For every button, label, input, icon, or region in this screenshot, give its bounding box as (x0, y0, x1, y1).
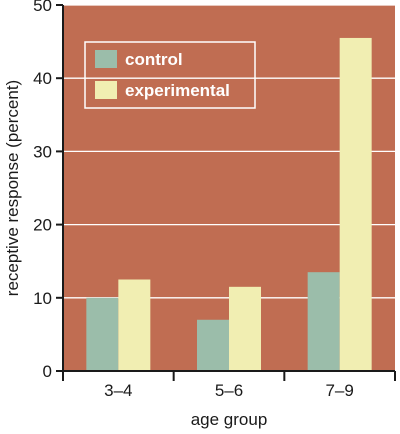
x-tick-label: 5–6 (215, 381, 243, 400)
legend-label-control: control (125, 50, 183, 69)
legend-swatch-experimental (95, 81, 117, 99)
bar-experimental-0 (118, 279, 151, 371)
y-tick-label: 20 (33, 216, 52, 235)
bar-control-2 (307, 272, 340, 371)
y-tick-label: 40 (33, 69, 52, 88)
axes (62, 5, 395, 372)
y-ticks: 0 10 20 30 40 50 (33, 0, 63, 381)
legend: control experimental (84, 41, 256, 109)
legend-box (84, 41, 256, 109)
x-ticks: 3–4 5–6 7–9 (62, 371, 396, 400)
bar-experimental-1 (229, 286, 261, 371)
y-tick-label: 50 (33, 0, 52, 15)
y-tick-label: 30 (33, 142, 52, 161)
y-axis-title: receptive response (percent) (3, 80, 22, 296)
y-tick-label: 10 (33, 289, 52, 308)
y-tick-label: 0 (43, 362, 52, 381)
x-tick-label: 3–4 (104, 381, 132, 400)
legend-label-experimental: experimental (125, 81, 230, 100)
bar-control-1 (197, 319, 229, 371)
bar-control-0 (86, 297, 119, 371)
bars (86, 37, 372, 371)
bar-experimental-2 (339, 37, 372, 371)
legend-swatch-control (95, 50, 117, 68)
x-tick-label: 7–9 (325, 381, 353, 400)
x-axis-title: age group (191, 410, 268, 429)
